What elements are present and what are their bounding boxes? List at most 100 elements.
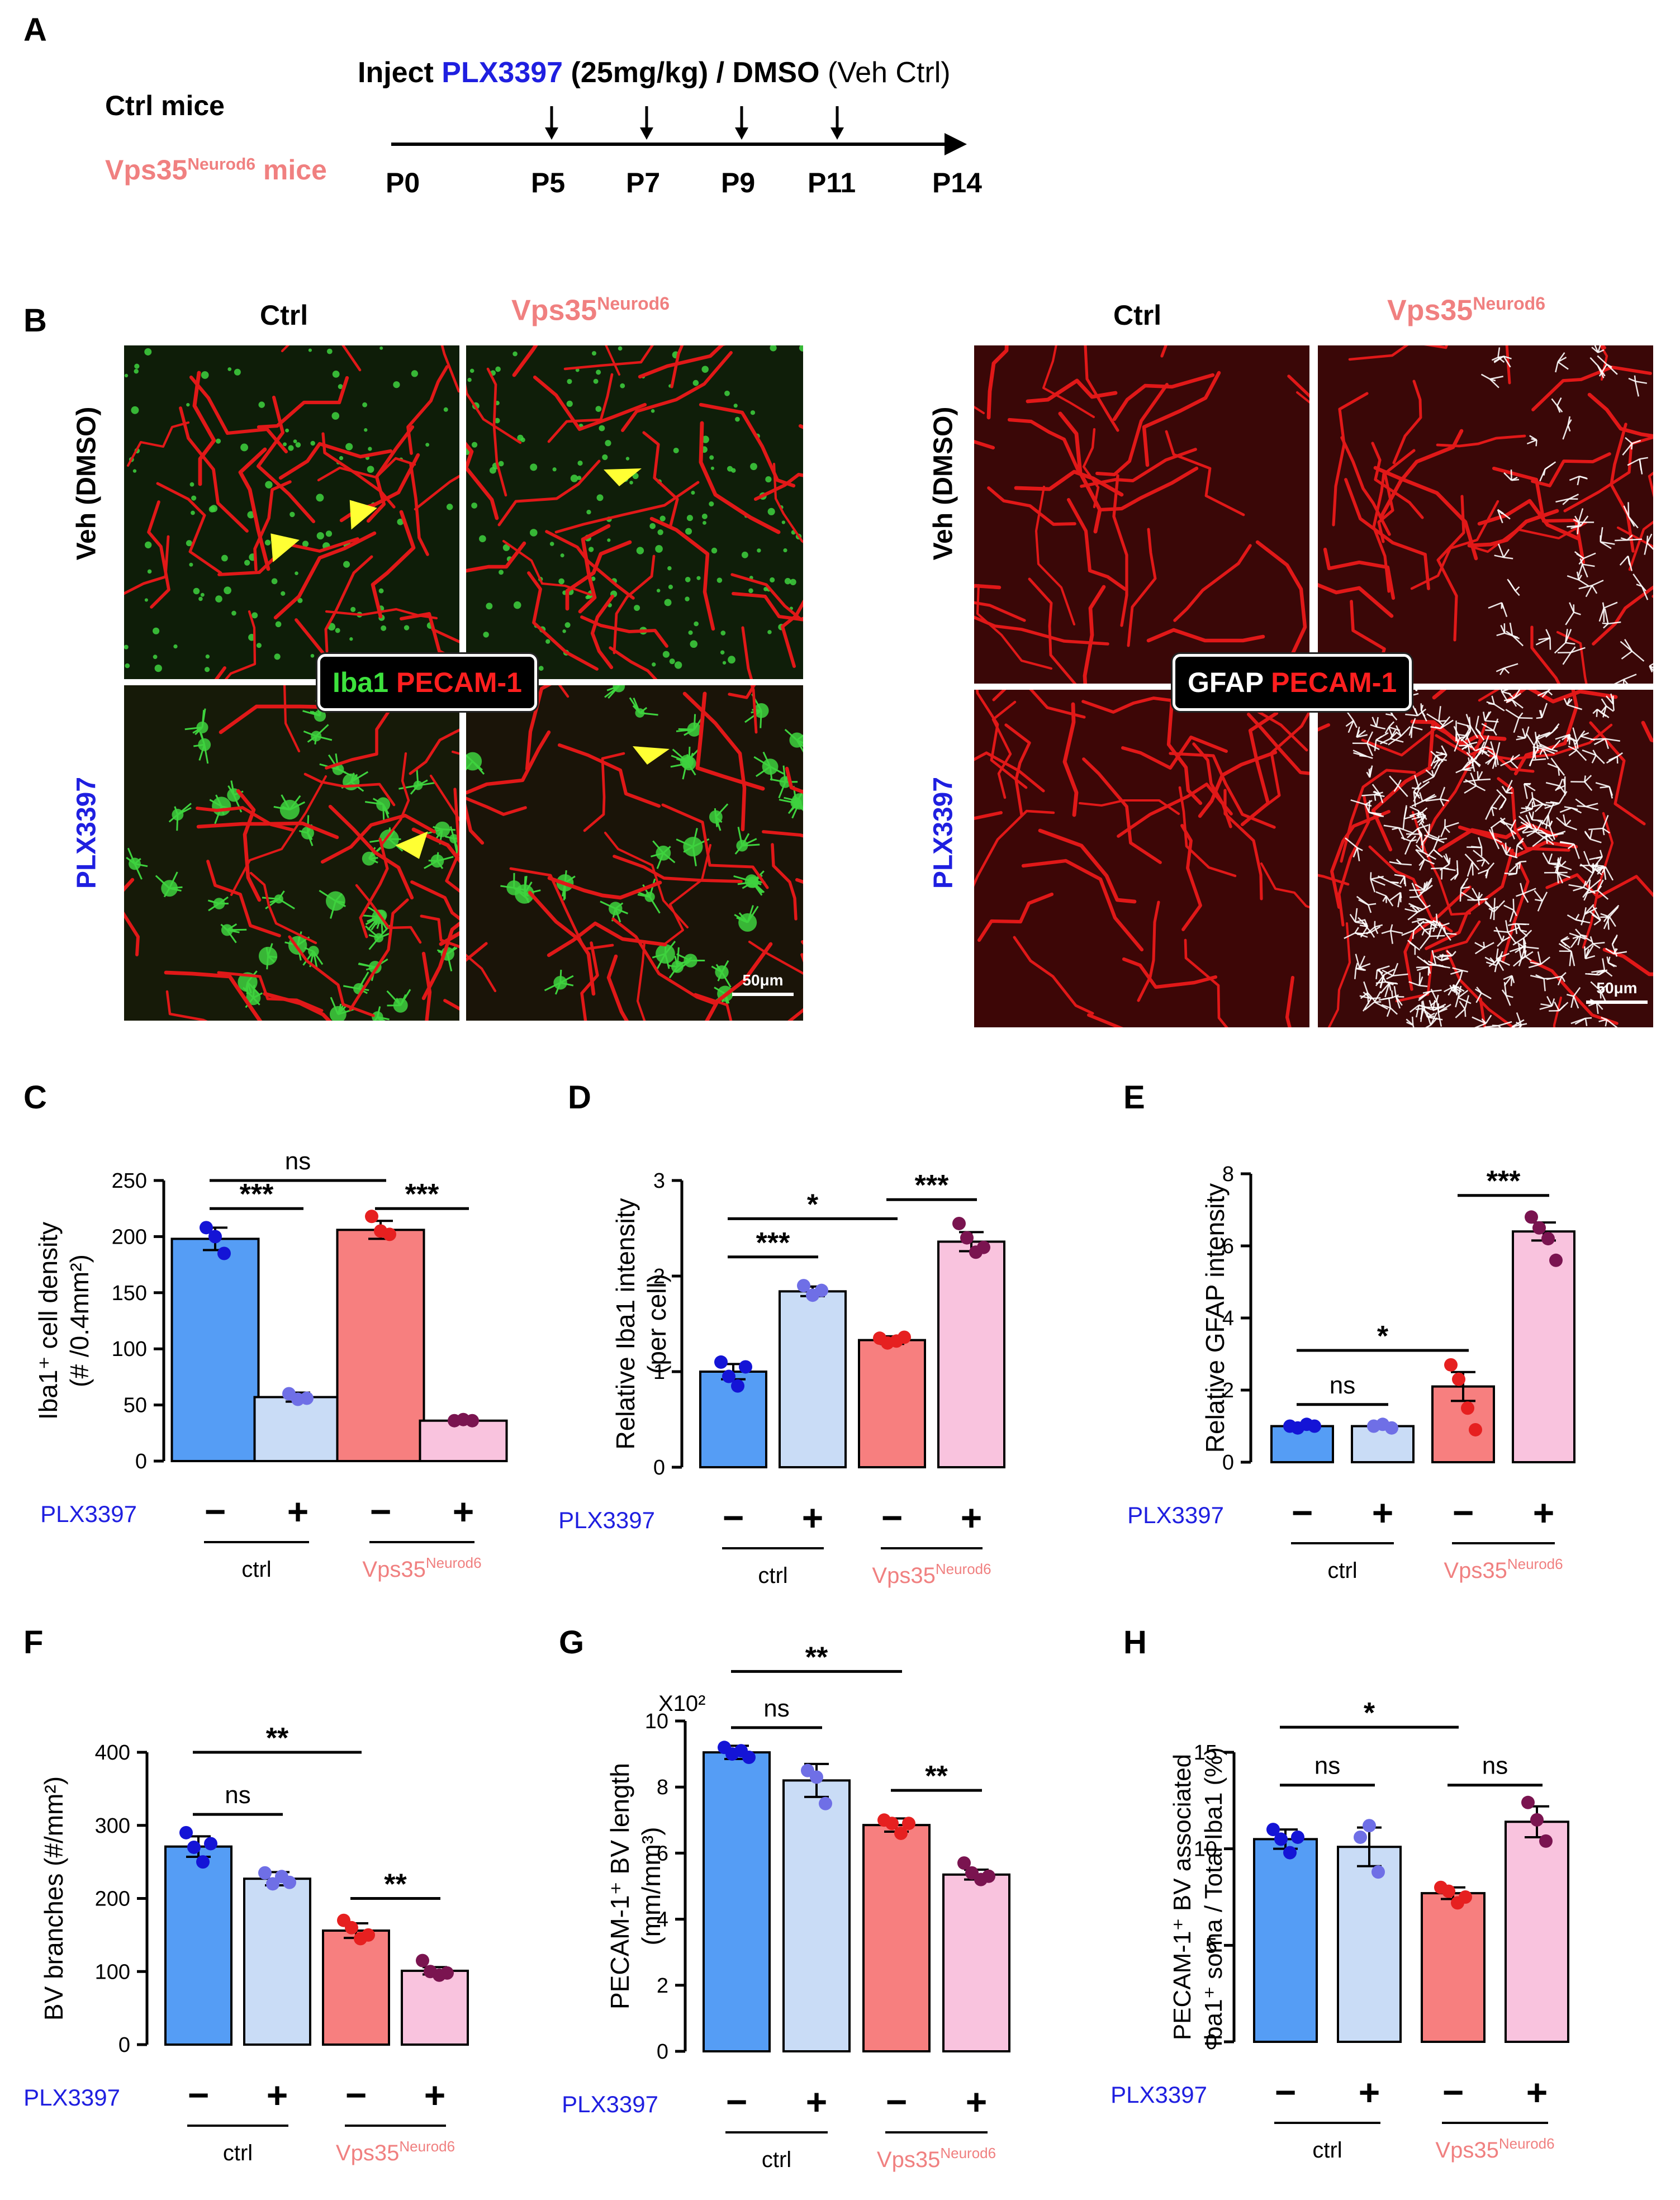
astrocyte-process: [1415, 844, 1423, 853]
astrocyte-process: [1431, 923, 1442, 927]
astrocyte-process: [1589, 865, 1603, 875]
blood-vessel: [613, 554, 656, 655]
arrowhead-marker: [604, 468, 642, 486]
blood-vessel: [124, 911, 140, 956]
astrocyte-process: [1531, 828, 1543, 832]
microglia-cell: [494, 418, 500, 424]
microglia-cell: [570, 475, 578, 482]
microglia-cell: [144, 598, 148, 602]
astrocyte-process: [1531, 748, 1539, 761]
blood-vessel: [661, 803, 769, 889]
astrocyte-process: [1529, 760, 1533, 767]
astrocyte-process: [1646, 535, 1649, 543]
blood-vessel: [1592, 585, 1653, 646]
data-point: [196, 1855, 210, 1869]
blood-vessel: [217, 971, 324, 1012]
microglia-cell: [593, 378, 599, 384]
astrocyte-process: [1649, 666, 1653, 673]
microglia-process: [737, 827, 743, 846]
astrocyte-process: [1595, 755, 1605, 764]
blood-vessel: [1436, 495, 1465, 642]
astrocyte-process: [1563, 779, 1566, 786]
microglia-cell: [283, 442, 287, 447]
astrocyte-process: [1606, 1019, 1618, 1027]
microglia-cell: [350, 606, 356, 612]
astrocyte-process: [1501, 690, 1503, 692]
astrocyte-process: [1474, 942, 1485, 949]
microglia-process: [436, 852, 439, 861]
microglia-cell: [471, 502, 477, 509]
astrocyte-process: [1367, 992, 1376, 1002]
microglia-process: [177, 807, 192, 815]
blood-vessel: [1081, 696, 1194, 714]
astrocyte-process: [1375, 739, 1388, 745]
microglia-cell: [189, 482, 194, 487]
blood-vessel: [975, 690, 1028, 789]
astrocyte-process: [1570, 646, 1576, 653]
astrocyte-process: [1389, 775, 1399, 786]
blood-vessel: [1087, 1013, 1124, 1027]
microglia-process: [193, 743, 205, 747]
astrocyte-process: [1392, 962, 1399, 976]
astrocyte-process: [1492, 905, 1498, 910]
astrocyte-process: [1506, 699, 1513, 704]
astrocyte-process: [1362, 998, 1372, 1012]
astrocyte-process: [1582, 564, 1588, 578]
blood-vessel: [1142, 371, 1221, 467]
microglia-process: [338, 769, 352, 777]
astrocyte-process: [1493, 900, 1506, 912]
microglia-cell: [367, 466, 374, 473]
blood-vessel: [1530, 625, 1561, 684]
legend-iba1-pecam: Iba1 PECAM-1: [317, 654, 537, 711]
astrocyte-process: [1607, 904, 1620, 917]
blood-vessel: [1180, 824, 1202, 931]
astrocyte-process: [1499, 667, 1505, 675]
microglia-process: [714, 987, 726, 995]
microglia-cell: [295, 442, 301, 448]
astrocyte-process: [1474, 750, 1482, 760]
astrocyte-process: [1413, 789, 1420, 802]
astrocyte-process: [1603, 916, 1608, 922]
astrocyte-process: [1459, 970, 1463, 979]
blood-vessel: [741, 626, 753, 679]
astrocyte-process: [1385, 895, 1394, 907]
astrocyte-process: [1573, 843, 1581, 859]
astrocyte-process: [1501, 602, 1505, 609]
astrocyte-process: [1420, 710, 1427, 722]
astrocyte-process: [1461, 892, 1475, 901]
microglia-process: [447, 954, 453, 971]
blood-vessel: [1038, 828, 1137, 904]
astrocyte-process: [1576, 553, 1584, 560]
data-point: [217, 1246, 231, 1260]
astrocyte-process: [1368, 800, 1371, 813]
astrocyte-process: [1425, 884, 1433, 892]
blood-vessel: [1529, 959, 1619, 1025]
blood-vessel: [324, 555, 373, 653]
astrocyte-process: [1549, 826, 1555, 840]
microglia-cell: [244, 560, 250, 566]
astrocyte-process: [1525, 814, 1533, 829]
astrocyte-process: [1426, 849, 1435, 858]
blood-vessel: [1165, 430, 1245, 516]
astrocyte-process: [1520, 929, 1527, 933]
blood-vessel: [512, 345, 538, 377]
microglia-cell: [586, 509, 591, 515]
significance-label: ***: [1487, 1165, 1521, 1198]
microglia-cell: [326, 348, 333, 354]
astrocyte-process: [1471, 757, 1480, 766]
astrocyte-process: [1371, 717, 1377, 727]
astrocyte-process: [1539, 748, 1544, 755]
astrocyte-process: [1606, 695, 1614, 705]
plus-sign: +: [966, 2081, 988, 2122]
microglia-process: [267, 943, 273, 956]
legend-iba1: Iba1: [333, 667, 389, 698]
astrocyte-process: [1367, 904, 1372, 913]
astrocyte-process: [1563, 814, 1567, 826]
microglia-cell: [636, 547, 644, 554]
micrograph-mutant-veh-iba1: [466, 345, 803, 679]
astrocyte-process: [1632, 573, 1643, 587]
astrocyte-process: [1544, 837, 1554, 845]
astrocyte-process: [1496, 958, 1511, 966]
astrocyte-process: [1514, 923, 1518, 935]
astrocyte-process: [1395, 996, 1401, 1009]
